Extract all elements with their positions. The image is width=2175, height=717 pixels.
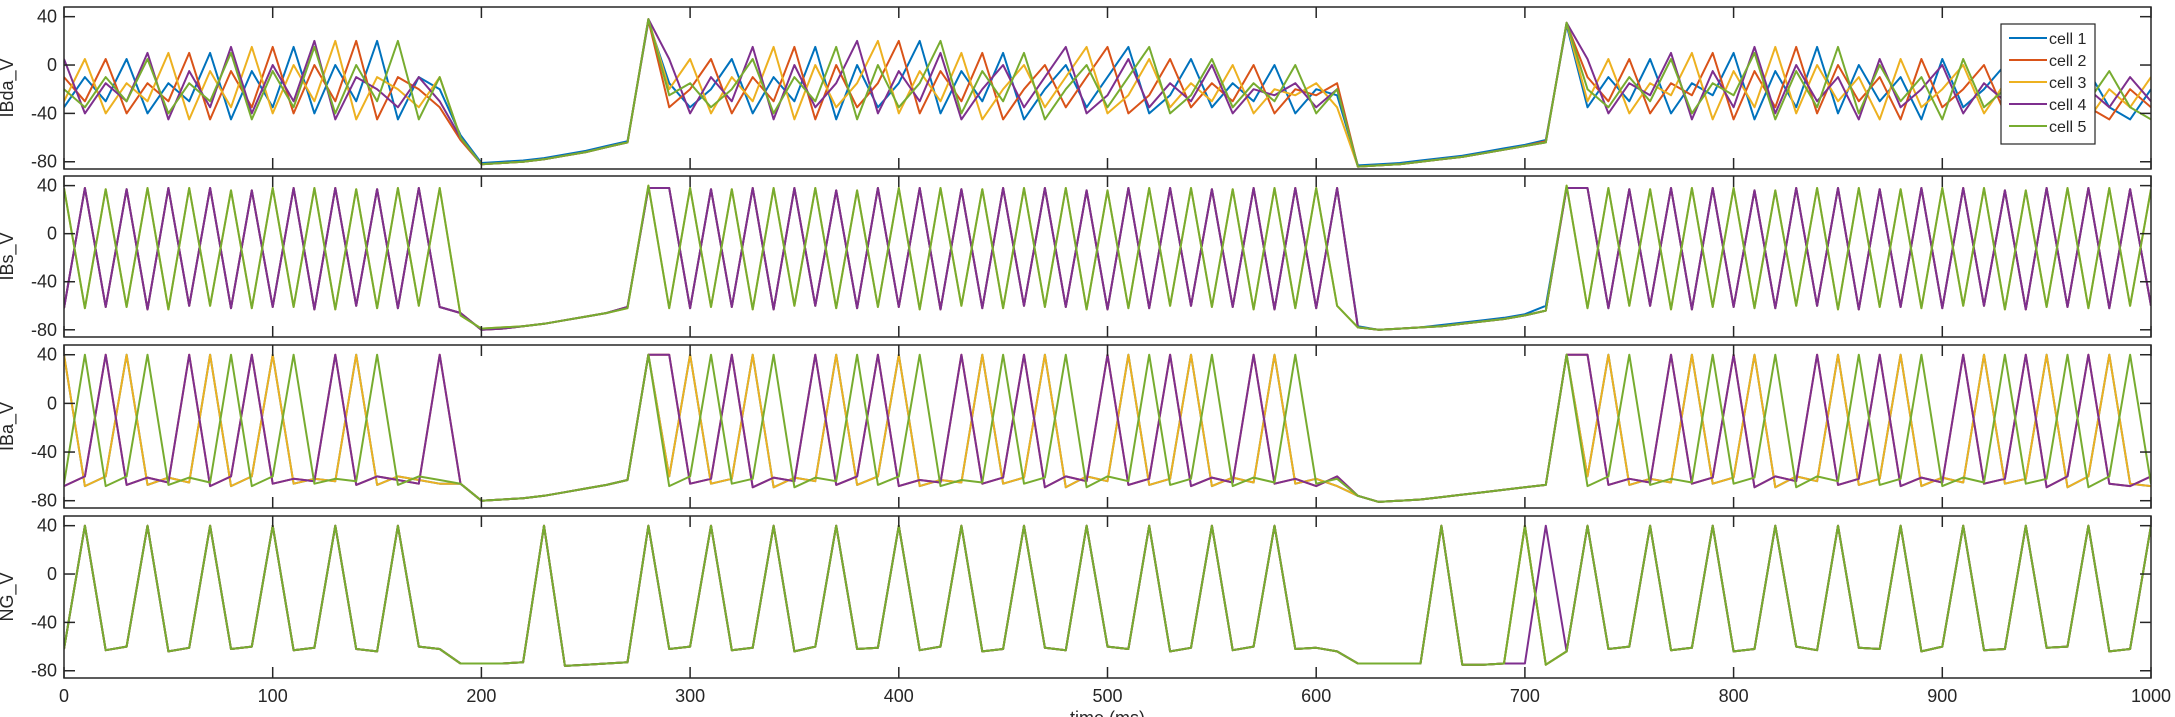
cell-trace [64, 18, 2151, 168]
plot-area [64, 516, 2151, 678]
y-tick-label: -80 [31, 152, 57, 172]
y-axis-label: NG_V [0, 572, 18, 621]
legend-label: cell 4 [2049, 97, 2086, 114]
plot-traces [64, 184, 2151, 331]
x-axis-label: time (ms) [1070, 708, 1145, 717]
x-tick-label: 600 [1301, 686, 1331, 706]
x-tick-label: 0 [59, 686, 69, 706]
legend-label: cell 1 [2049, 31, 2086, 48]
x-tick-label: 700 [1510, 686, 1540, 706]
y-tick-label: -40 [31, 612, 57, 632]
y-tick-label: 40 [37, 516, 57, 536]
cell-trace [64, 187, 2151, 331]
x-tick-label: 200 [466, 686, 496, 706]
cell-trace [64, 18, 2151, 168]
cell-trace [64, 184, 2151, 331]
cell-trace [64, 18, 2151, 168]
y-tick-label: 0 [47, 224, 57, 244]
y-tick-label: -80 [31, 491, 57, 511]
x-tick-label: 400 [884, 686, 914, 706]
x-tick-label: 300 [675, 686, 705, 706]
legend-box [2000, 23, 2096, 145]
y-tick-label: -40 [31, 272, 57, 292]
y-tick-label: 0 [47, 564, 57, 584]
x-tick-label: 500 [1092, 686, 1122, 706]
y-tick-label: 40 [37, 176, 57, 196]
y-tick-label: 40 [37, 345, 57, 365]
y-tick-label: 40 [37, 7, 57, 27]
legend-label: cell 2 [2049, 53, 2086, 70]
x-tick-label: 900 [1927, 686, 1957, 706]
plot-traces [64, 18, 2151, 168]
y-tick-label: -80 [31, 320, 57, 340]
y-axis-label: IBa_V [0, 402, 18, 451]
y-axis-label: IBda_V [0, 58, 18, 117]
y-tick-label: -40 [31, 442, 57, 462]
y-tick-label: 0 [47, 393, 57, 413]
legend-label: cell 5 [2049, 119, 2086, 136]
plot-area [64, 176, 2151, 337]
legend-label: cell 3 [2049, 75, 2086, 92]
x-tick-label: 1000 [2131, 686, 2171, 706]
plot-traces [64, 524, 2151, 667]
cell-trace [64, 19, 2151, 168]
y-tick-label: 0 [47, 55, 57, 75]
cell-trace [64, 524, 2151, 667]
y-tick-label: -80 [31, 661, 57, 681]
plot-area [64, 7, 2151, 169]
x-tick-label: 100 [258, 686, 288, 706]
x-tick-label: 800 [1719, 686, 1749, 706]
y-tick-label: -40 [31, 103, 57, 123]
y-axis-label: IBs_V [0, 232, 18, 280]
cell-trace [64, 353, 2151, 503]
